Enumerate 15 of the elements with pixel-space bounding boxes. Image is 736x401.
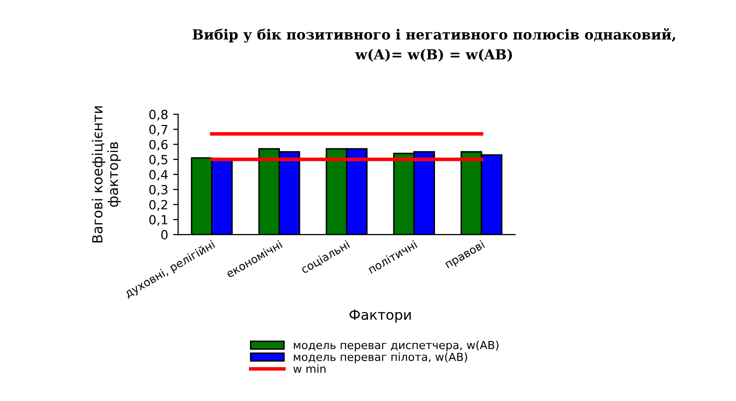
y-tick-label: 0,6	[149, 140, 168, 151]
chart-title: Вибір у бік позитивного і негативного полюсів однаковий, w(A)= w(B) = w(AB)	[192, 28, 676, 62]
legend-label: модель переваг диспетчера, w(AB)	[294, 340, 498, 352]
y-tick-label: 0,7	[149, 124, 168, 136]
y-axis-title: Вагові коефіцієнти факторів	[92, 106, 121, 242]
y-tick-label: 0,8	[149, 110, 168, 120]
y-tick-label: 0,4	[149, 170, 168, 181]
y-tick-label: 0,1	[149, 215, 168, 226]
y-tick-label: 0	[161, 230, 168, 240]
x-axis-title: Фактори	[350, 310, 411, 323]
y-tick-label: 0,5	[149, 154, 168, 166]
legend-label: w min	[293, 364, 326, 373]
legend-label: модель переваг пілота, w(AB)	[294, 352, 468, 364]
y-tick-label: 0,3	[149, 184, 168, 196]
y-tick-label: 0,2	[149, 200, 168, 211]
